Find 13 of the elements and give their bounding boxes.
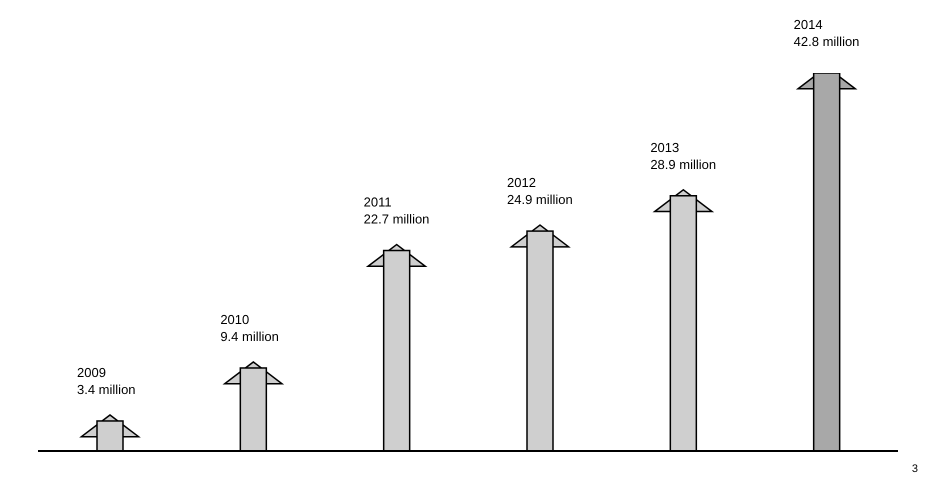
annotation: 2011	[364, 194, 392, 210]
annotation: 2012	[507, 175, 536, 190]
annotation: 2013	[650, 140, 680, 155]
annotation: 2009	[77, 364, 106, 380]
annotation: 2010	[220, 312, 250, 327]
data-label: 28.9 million	[650, 156, 716, 172]
text: 3	[912, 463, 918, 475]
data-label: 22.7 million	[364, 212, 430, 227]
data-label: 42.8 million	[794, 34, 860, 49]
data-label: 9.4 million	[220, 328, 279, 344]
text: 2014	[794, 17, 823, 32]
data-label: 24.9 million	[507, 192, 573, 208]
data-label: 3.4 million	[77, 382, 136, 397]
